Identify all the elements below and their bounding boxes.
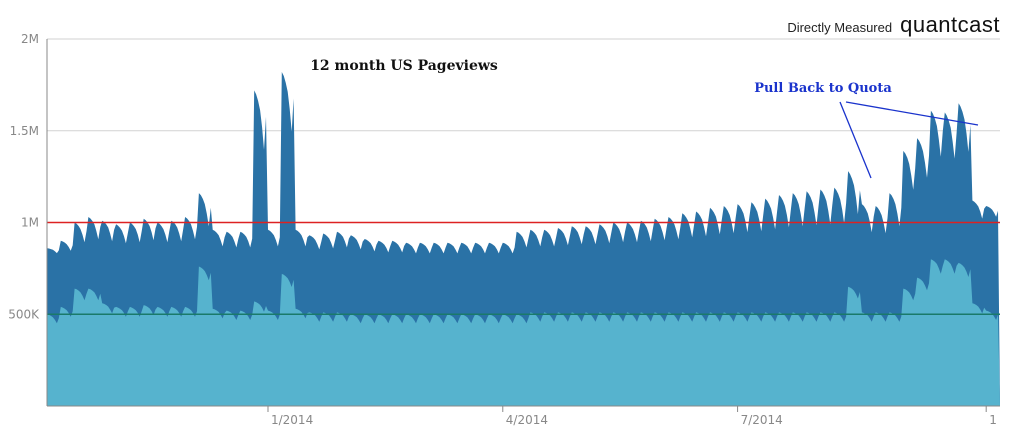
y-tick-label: 1.5M [10,124,39,138]
chart-title: 12 month US Pageviews [310,58,498,74]
brand-header: Directly Measured quantcast [787,12,1000,38]
y-tick-label: 1M [21,216,39,230]
annotation-text: Pull Back to Quota [754,81,892,96]
annotation-pointer [839,101,872,179]
x-tick-label: 1/2014 [271,413,313,427]
series-lower-area [47,259,1000,406]
x-tick-label: 7/2014 [741,413,783,427]
x-tick-label: 4/2014 [506,413,548,427]
y-tick-label: 500K [8,307,40,321]
axes: 500K 1M 1.5M 2M 1/2014 4/2014 7/2014 1 [8,32,1000,427]
annotation-pointer [845,101,979,126]
annotation: Pull Back to Quota [754,81,979,179]
area-series [47,72,1000,406]
x-tick-label: 1 [989,413,997,427]
quantcast-logo: quantcast [900,12,1000,37]
y-tick-label: 2M [21,32,39,46]
directly-measured-label: Directly Measured [787,20,893,35]
reference-lines [47,221,1000,316]
